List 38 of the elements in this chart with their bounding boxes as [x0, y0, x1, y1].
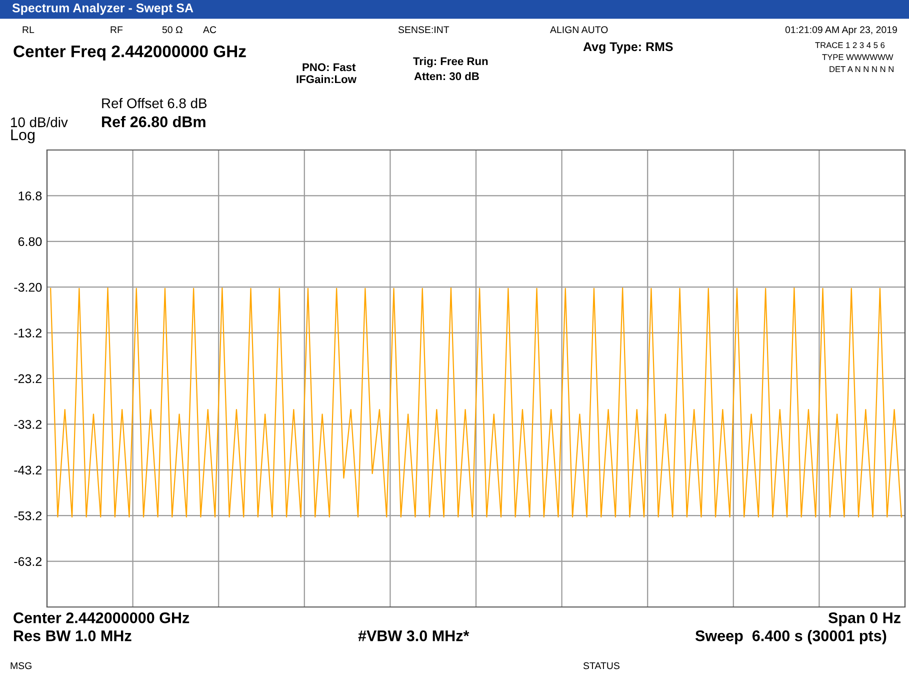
text: 50 Ω — [162, 26, 182, 34]
text: RL — [22, 26, 34, 34]
text: TYPE WWWWWW — [822, 54, 894, 60]
text: ALIGN AUTO — [550, 26, 608, 34]
text: SENSE:INT — [398, 26, 450, 34]
text: Sweep 6.400 s (30001 pts) — [695, 630, 886, 644]
chart-title: Spectrum Analyzer - Swept SA — [12, 3, 194, 15]
text: Ref 26.80 dBm — [102, 116, 206, 128]
text: Center 2.442000000 GHz — [14, 612, 190, 624]
text: DET A N N N N N — [830, 66, 894, 72]
text: TRACE 1 2 3 4 5 6 — [815, 42, 885, 48]
text: PNO: Fast — [302, 63, 356, 72]
text: Trig: Free Run — [413, 57, 488, 68]
y-tick-label: 16.8 — [18, 192, 42, 200]
text: Ref Offset 6.8 dB — [102, 98, 207, 108]
y-tick-label: 6.80 — [18, 237, 42, 246]
y-tick-label: -33.2 — [14, 420, 42, 429]
line-series — [50, 287, 902, 518]
y-tick-label: -23.2 — [14, 374, 42, 384]
y-tick-label: -63.2 — [14, 557, 42, 566]
text: 01:21:09 AM Apr 23, 2019 — [785, 26, 897, 36]
text: #VBW 3.0 MHz* — [358, 630, 470, 642]
text: RF — [110, 26, 123, 34]
text: Res BW 1.0 MHz — [14, 630, 132, 642]
text: STATUS — [583, 662, 620, 670]
text: Center Freq 2.442000000 GHz — [14, 45, 246, 61]
text: MSG — [10, 662, 32, 670]
text: Log — [11, 130, 35, 144]
text: Avg Type: RMS — [583, 42, 673, 54]
y-tick-label: -3.20 — [14, 282, 42, 292]
y-tick-label: -43.2 — [14, 466, 42, 475]
text: Span 0 Hz — [828, 612, 900, 626]
text: Atten: 30 dB — [414, 72, 479, 80]
y-tick-label: -13.2 — [14, 328, 42, 338]
text: AC — [203, 26, 216, 34]
y-tick-label: -53.2 — [14, 511, 42, 520]
text: IFGain:Low — [296, 75, 357, 84]
text: 10 dB/div — [11, 117, 68, 128]
